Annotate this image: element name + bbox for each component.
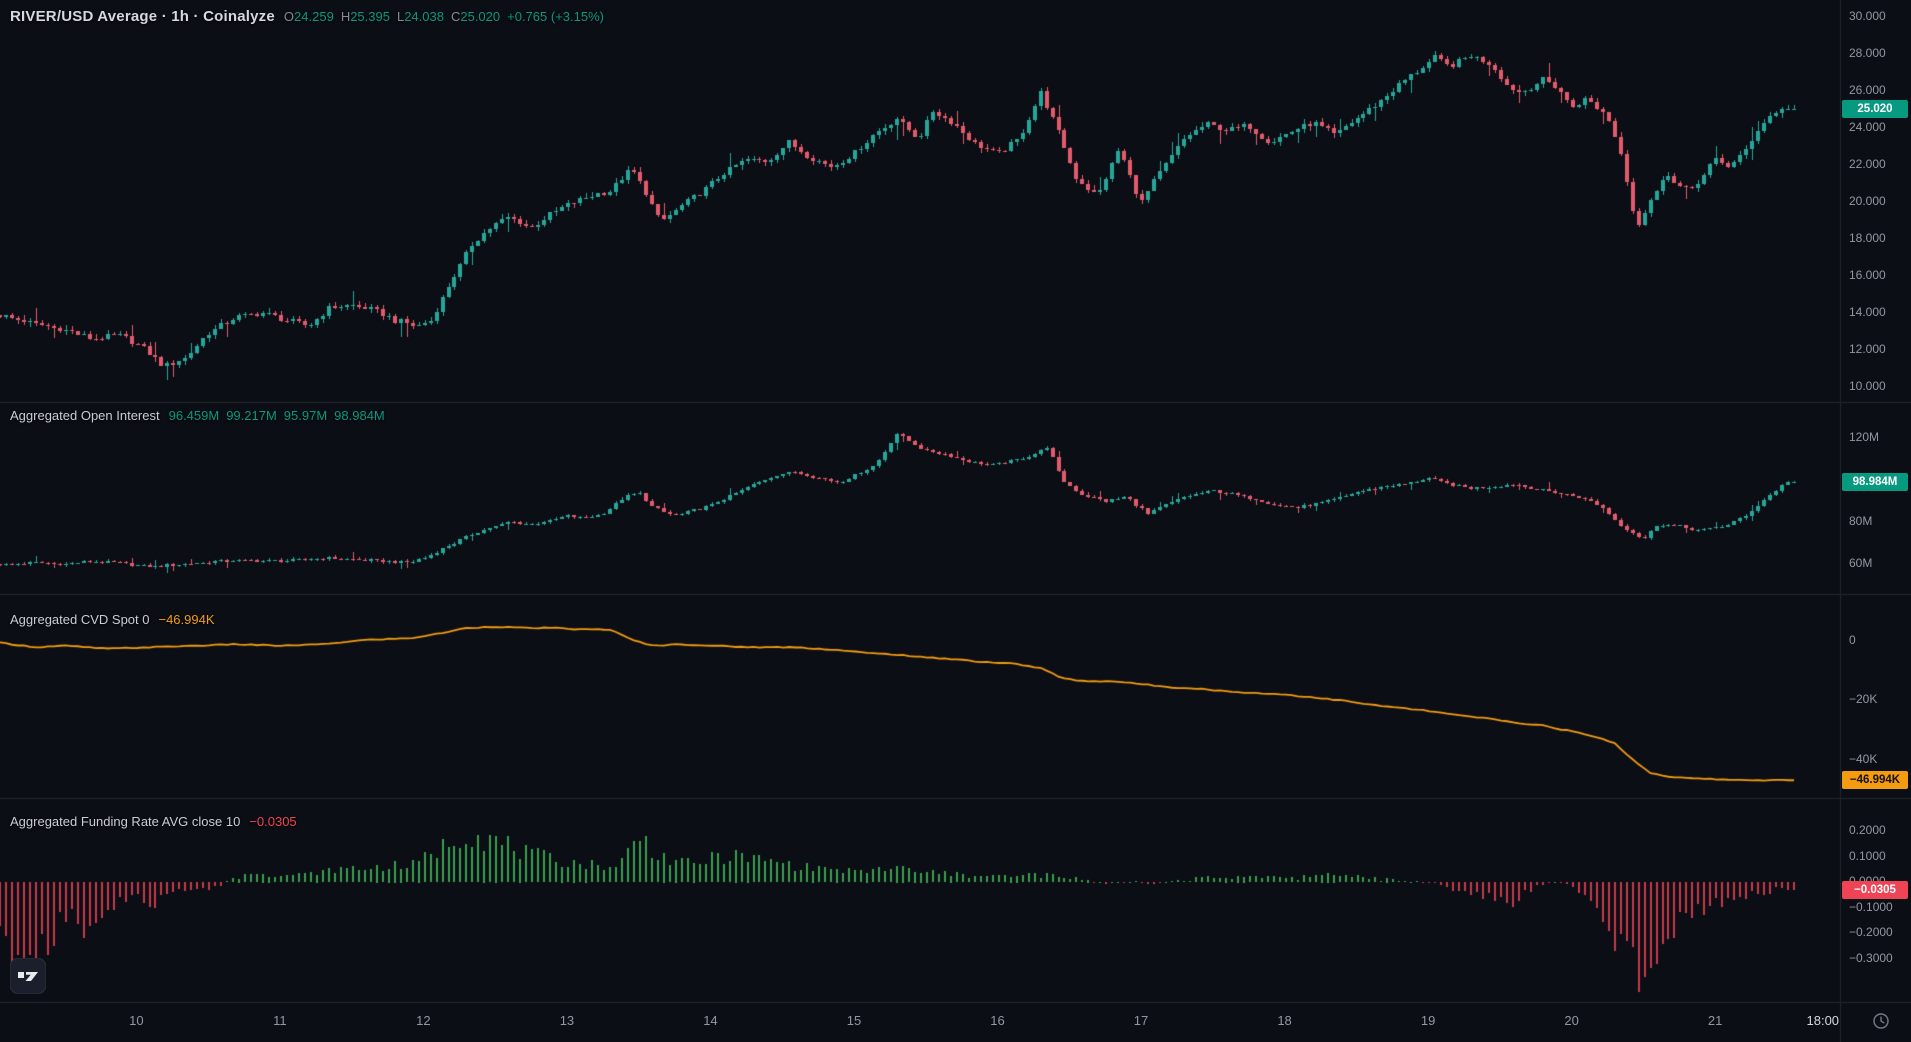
time-axis-tick: 12 (416, 1013, 431, 1028)
cvd-value: −46.994K (158, 612, 215, 627)
time-axis[interactable]: 10 11 12 13 14 15 16 17 18 19 20 21 18:00 (0, 1002, 1911, 1042)
y-axis-tick: 10.000 (1849, 379, 1886, 394)
time-axis-tick: 19 (1420, 1013, 1436, 1028)
price-pane-legend[interactable]: RIVER/USD Average · 1h · Coinalyze O24.2… (10, 8, 604, 25)
cvd-title[interactable]: Aggregated CVD Spot 0 (10, 612, 150, 627)
time-axis-tick: 13 (559, 1013, 575, 1028)
y-axis-tick: 16.000 (1849, 268, 1886, 283)
time-axis-tick: 18 (1277, 1013, 1292, 1028)
y-axis-tick: −0.3000 (1849, 950, 1893, 965)
y-axis-tick: 20.000 (1849, 193, 1886, 208)
time-axis-tick: 11 (273, 1013, 287, 1028)
close-value: 25.020 (460, 9, 501, 24)
y-axis-tick: 80M (1849, 514, 1873, 529)
y-axis-tick: 12.000 (1849, 342, 1886, 357)
y-axis-tick: 0.1000 (1849, 848, 1886, 863)
funding-legend[interactable]: Aggregated Funding Rate AVG close 10 −0.… (10, 814, 297, 829)
time-axis-tick: 14 (703, 1013, 718, 1028)
funding-value: −0.0305 (249, 814, 297, 829)
tradingview-logo[interactable] (9, 957, 47, 999)
low-label: L (396, 9, 405, 24)
open-interest-badge: 98.984M (1842, 473, 1908, 492)
open-interest-title[interactable]: Aggregated Open Interest (10, 408, 160, 423)
last-price-badge: 25.020 (1842, 99, 1908, 118)
low-value: 24.038 (404, 9, 444, 24)
y-axis-tick: 0.2000 (1849, 823, 1886, 838)
time-axis-tick: 15 (846, 1013, 862, 1028)
time-axis-tick: 18:00 (1806, 1013, 1840, 1028)
y-axis-tick: 120M (1849, 429, 1880, 444)
y-axis-tick: −20K (1849, 692, 1878, 707)
y-axis-tick: 26.000 (1849, 82, 1886, 97)
time-axis-tick: 20 (1564, 1013, 1579, 1028)
time-axis-tick: 17 (1133, 1013, 1149, 1028)
ohlc-readout: O24.259 H25.395 L24.038 C25.020 +0.765 (… (284, 9, 604, 24)
oi-close-value: 98.984M (334, 408, 385, 423)
y-axis-tick: −0.2000 (1849, 925, 1893, 940)
open-interest-values: 96.459M 99.217M 95.97M 98.984M (169, 408, 385, 423)
close-label: C (450, 9, 461, 24)
y-axis-tick: 28.000 (1849, 45, 1886, 60)
y-axis-tick: 60M (1849, 556, 1873, 571)
cvd-legend[interactable]: Aggregated CVD Spot 0 −46.994K (10, 612, 215, 627)
symbol-title[interactable]: RIVER/USD Average · 1h · Coinalyze (10, 8, 275, 25)
y-axis-tick: −0.1000 (1849, 899, 1893, 914)
y-axis-tick: 14.000 (1849, 305, 1886, 320)
y-axis-tick: 18.000 (1849, 230, 1886, 245)
y-axis-tick: 0 (1849, 633, 1856, 648)
time-axis-tick: 10 (129, 1013, 144, 1028)
high-value: 25.395 (350, 9, 390, 24)
open-value: 24.259 (294, 9, 334, 24)
oi-open-value: 96.459M (168, 408, 220, 423)
time-axis-tick: 16 (990, 1013, 1005, 1028)
cvd-badge: −46.994K (1842, 771, 1908, 790)
open-interest-legend[interactable]: Aggregated Open Interest 96.459M 99.217M… (10, 408, 385, 423)
y-axis-tick: 22.000 (1849, 156, 1886, 171)
oi-high-value: 99.217M (226, 408, 277, 423)
y-axis-tick: 30.000 (1849, 8, 1886, 23)
funding-title[interactable]: Aggregated Funding Rate AVG close 10 (10, 814, 241, 829)
change-value: +0.765 (+3.15%) (507, 9, 604, 24)
funding-badge: −0.0305 (1842, 880, 1908, 899)
y-axis-tick: −40K (1849, 751, 1878, 766)
y-axis-tick: 24.000 (1849, 119, 1886, 134)
high-label: H (340, 9, 351, 24)
clock-icon[interactable] (1872, 1012, 1890, 1035)
oi-low-value: 95.97M (283, 408, 328, 423)
open-label: O (283, 9, 295, 24)
time-axis-tick: 21 (1707, 1013, 1723, 1028)
